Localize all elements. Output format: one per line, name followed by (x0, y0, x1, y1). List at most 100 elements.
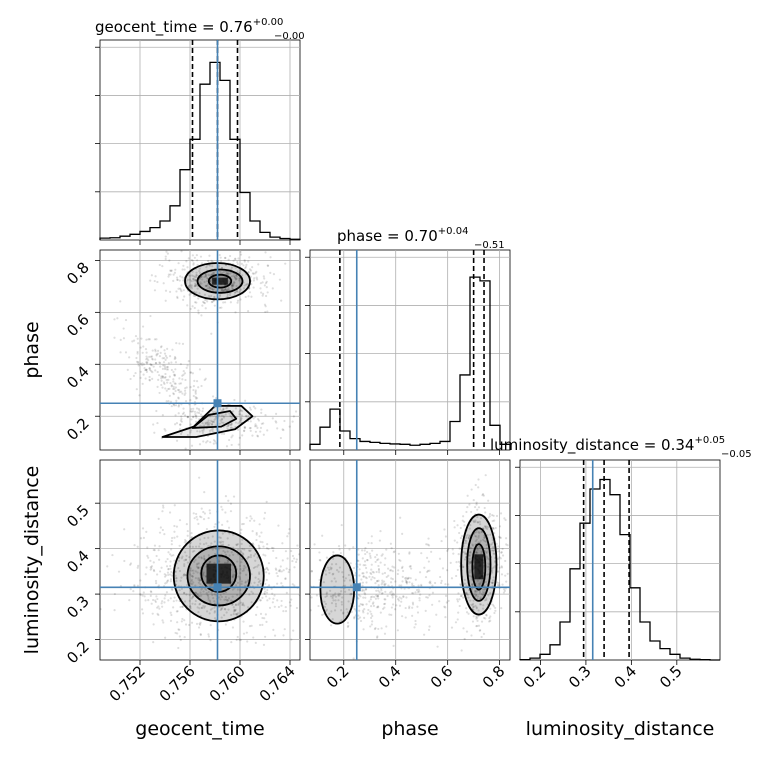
sample-point (192, 512, 195, 515)
sample-point (214, 440, 217, 443)
sample-point (219, 536, 222, 539)
sample-point (458, 547, 461, 550)
sample-point (456, 568, 459, 572)
sample-point (364, 566, 368, 570)
sample-point (158, 361, 162, 365)
sample-point (263, 303, 267, 306)
sample-point (478, 591, 482, 594)
sample-point (164, 636, 167, 639)
sample-point (146, 554, 149, 557)
sample-point (170, 269, 173, 272)
sample-point (436, 645, 439, 648)
sample-point (197, 610, 200, 614)
sample-point (200, 557, 203, 560)
sample-point (329, 566, 332, 569)
sample-point (264, 413, 267, 417)
sample-point (198, 269, 201, 273)
sample-point (233, 398, 236, 402)
sample-point (400, 584, 403, 587)
sample-point (198, 292, 201, 295)
sample-point (180, 290, 183, 293)
sample-point (192, 569, 195, 572)
sample-point (466, 506, 469, 509)
sample-point (169, 400, 173, 403)
sample-point (255, 270, 258, 273)
sample-point (243, 429, 246, 432)
sample-point (146, 357, 149, 360)
sample-point (265, 620, 268, 623)
sample-point (186, 278, 190, 281)
sample-point (500, 607, 503, 610)
sample-point (284, 609, 288, 613)
sample-point (493, 611, 496, 615)
sample-point (235, 274, 238, 277)
sample-point (169, 597, 172, 600)
sample-point (482, 632, 486, 635)
sample-point (163, 349, 166, 352)
sample-point (193, 275, 196, 279)
sample-point (209, 608, 212, 611)
sample-point (193, 379, 196, 382)
sample-point (280, 570, 283, 573)
sample-point (392, 644, 395, 647)
sample-point (456, 598, 459, 601)
sample-point (145, 358, 148, 361)
sample-point (280, 582, 283, 585)
sample-point (473, 590, 477, 593)
sample-point (188, 569, 191, 572)
sample-point (391, 578, 394, 581)
sample-point (198, 607, 201, 610)
sample-point (203, 558, 206, 561)
sample-point (498, 583, 501, 587)
sample-point (241, 603, 244, 606)
sample-point (211, 429, 214, 433)
sample-point (193, 278, 197, 281)
sample-point (149, 363, 152, 366)
sample-point (148, 379, 151, 382)
sample-point (370, 623, 373, 626)
sample-point (232, 274, 236, 278)
sample-point (180, 420, 183, 423)
sample-point (213, 540, 216, 543)
sample-point (244, 580, 247, 583)
sample-point (228, 412, 231, 415)
sample-point (266, 599, 269, 602)
sample-point (249, 556, 252, 559)
sample-point (230, 426, 233, 429)
sample-point (251, 542, 255, 545)
sample-point (357, 559, 360, 563)
sample-point (227, 272, 230, 275)
sample-point (222, 415, 225, 418)
sample-point (331, 596, 334, 600)
sample-point (220, 266, 224, 270)
sample-point (431, 603, 434, 606)
sample-point (425, 556, 429, 559)
sample-point (247, 555, 250, 559)
sample-point (462, 627, 465, 630)
sample-point (227, 286, 230, 290)
sample-point (404, 579, 407, 582)
sample-point (190, 418, 193, 421)
sample-point (364, 576, 367, 579)
sample-point (479, 628, 482, 632)
sample-point (318, 551, 321, 554)
sample-point (323, 600, 326, 603)
sample-point (383, 583, 386, 586)
sample-point (485, 551, 488, 555)
sample-point (192, 415, 195, 418)
sample-point (171, 348, 174, 351)
sample-point (495, 581, 499, 584)
sample-point (467, 537, 470, 540)
sample-point (194, 420, 198, 423)
sample-point (248, 256, 251, 259)
sample-point (243, 426, 246, 430)
sample-point (301, 583, 303, 585)
sample-point (308, 597, 310, 599)
sample-point (310, 609, 312, 612)
sample-point (380, 583, 383, 586)
sample-point (123, 559, 126, 563)
sample-point (252, 286, 255, 289)
sample-point (242, 429, 246, 433)
sample-point (485, 555, 488, 558)
sample-point (226, 295, 229, 298)
